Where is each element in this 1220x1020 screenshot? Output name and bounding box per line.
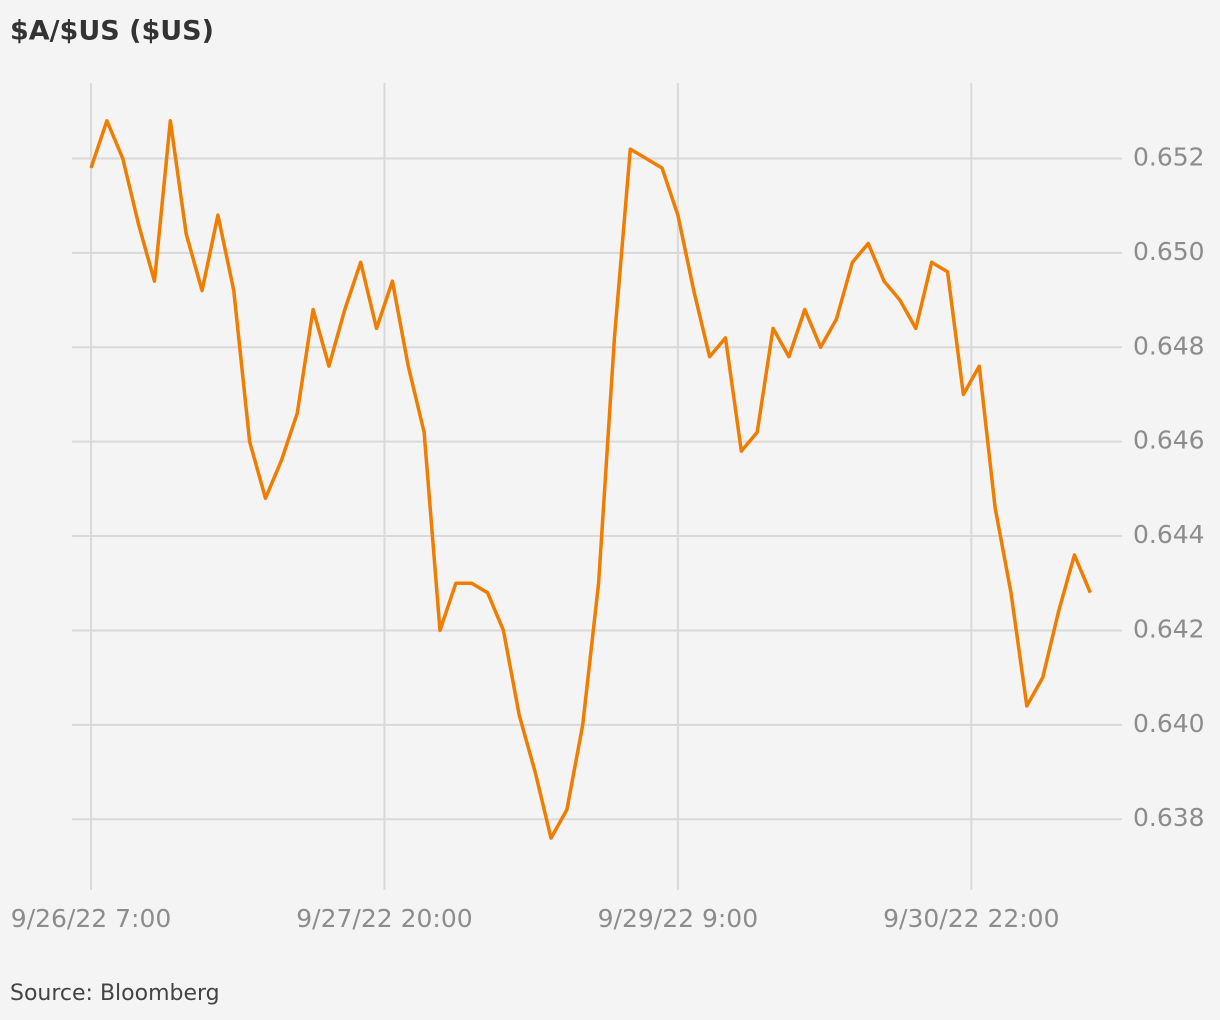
y-tick-label: 0.640 xyxy=(1133,709,1205,738)
y-tick-label: 0.650 xyxy=(1133,237,1205,266)
x-tick-label: 9/27/22 20:00 xyxy=(296,904,472,933)
line xyxy=(89,119,1092,840)
y-tick-label: 0.652 xyxy=(1133,143,1205,172)
x-tick-label: 9/26/22 7:00 xyxy=(11,904,171,933)
y-tick-label: 0.644 xyxy=(1133,520,1205,549)
x-tick-label: 9/30/22 22:00 xyxy=(883,904,1059,933)
y-tick-label: 0.642 xyxy=(1133,614,1205,643)
y-tick-label: 0.638 xyxy=(1133,803,1205,832)
x-tick-label: 9/29/22 9:00 xyxy=(598,904,758,933)
chart-title: $A/$US ($US) xyxy=(10,16,214,47)
y-tick-label: 0.646 xyxy=(1133,426,1205,455)
y-tick-label: 0.648 xyxy=(1133,331,1205,360)
source: Source: Bloomberg xyxy=(10,981,220,1006)
